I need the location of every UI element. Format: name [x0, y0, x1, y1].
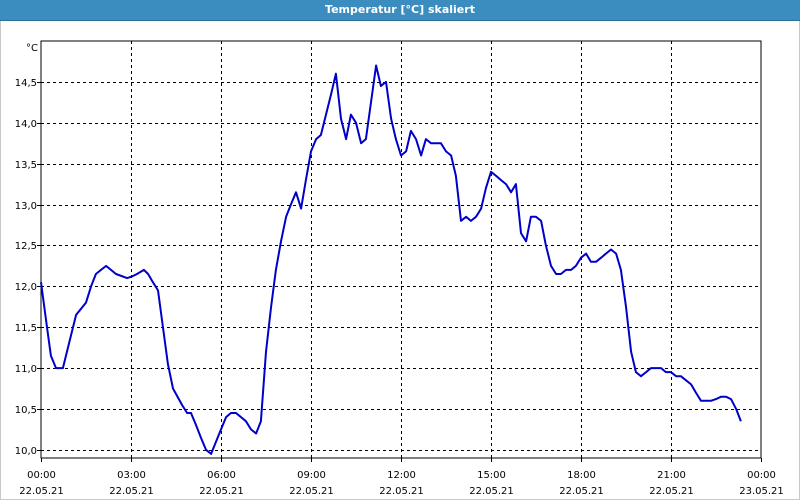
x-tick-label-date: 23.05.21 [739, 486, 784, 497]
x-tick-label-time: 03:00 [117, 470, 146, 481]
x-axis-ticks: 00:00 22.05.21 03:00 22.05.21 06:00 22.05.21 0… [19, 458, 784, 497]
y-tick-label: 10,5 [15, 405, 37, 416]
x-tick-label-date: 22.05.21 [289, 486, 334, 497]
data-series [40, 64, 742, 455]
x-tick-label-date: 22.05.21 [559, 486, 604, 497]
x-tick-label-date: 22.05.21 [19, 486, 64, 497]
y-tick-label: 13,5 [15, 160, 37, 171]
x-tick-label-date: 22.05.21 [199, 486, 244, 497]
x-tick-label-time: 00:00 [747, 470, 776, 481]
x-tick-label-date: 22.05.21 [109, 486, 154, 497]
chart-title: Temperatur [°C] skaliert [325, 3, 475, 16]
y-tick-label: 14,5 [15, 78, 37, 89]
y-tick-label: 12,5 [15, 241, 37, 252]
y-tick-label: 12,0 [15, 282, 37, 293]
y-tick-label: 13,0 [15, 201, 37, 212]
x-tick-label-time: 18:00 [567, 470, 596, 481]
chart-area: 10,0 10,5 11,0 11,5 12,0 12,5 13,0 13,5 14,0 14,5… [0, 21, 800, 500]
x-tick-label-time: 06:00 [207, 470, 236, 481]
y-tick-label: 11,0 [15, 364, 37, 375]
x-tick-label-date: 22.05.21 [379, 486, 424, 497]
y-axis-ticks: 10,0 10,5 11,0 11,5 12,0 12,5 13,0 13,5 14,0 14,5 [15, 78, 41, 457]
x-tick-label-time: 21:00 [657, 470, 686, 481]
x-tick-label-date: 22.05.21 [469, 486, 514, 497]
x-tick-label-time: 15:00 [477, 470, 506, 481]
x-tick-label-time: 09:00 [297, 470, 326, 481]
x-tick-label-time: 00:00 [27, 470, 56, 481]
temperature-line [40, 64, 742, 455]
grid-lines [41, 41, 761, 458]
y-tick-label: 10,0 [15, 446, 37, 457]
y-tick-label: 14,0 [15, 119, 37, 130]
x-tick-label-date: 22.05.21 [649, 486, 694, 497]
temperature-line-chart: 10,0 10,5 11,0 11,5 12,0 12,5 13,0 13,5 14,0 14,5… [15, 40, 784, 497]
chart-title-bar: Temperatur [°C] skaliert [0, 0, 800, 21]
x-tick-label-time: 12:00 [387, 470, 416, 481]
y-axis-unit-label: °C [26, 43, 38, 54]
y-tick-label: 11,5 [15, 323, 37, 334]
